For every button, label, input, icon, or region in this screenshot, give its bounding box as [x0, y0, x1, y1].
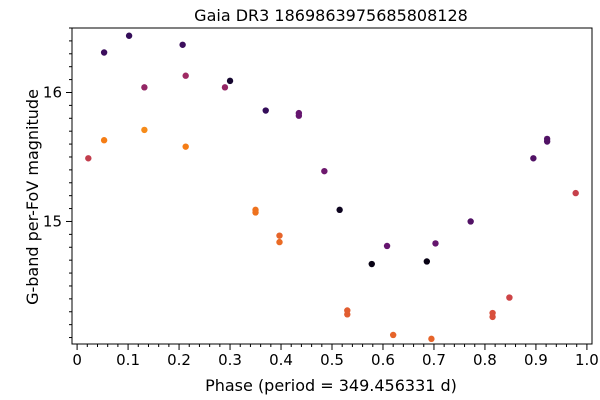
data-point: [530, 155, 537, 162]
chart-title: Gaia DR3 1869863975685808128: [194, 6, 468, 25]
x-tick-label: 0.4: [269, 351, 293, 369]
x-tick-label: 0.3: [218, 351, 242, 369]
data-point: [389, 331, 397, 339]
data-point: [572, 189, 579, 197]
x-tick-label: 1.0: [575, 351, 599, 369]
x-tick-label: 0: [72, 351, 82, 369]
data-point: [226, 77, 234, 85]
x-tick-label: 0.1: [116, 351, 140, 369]
y-tick-label: 15: [43, 212, 62, 230]
data-point: [221, 84, 229, 91]
data-point: [85, 155, 92, 162]
data-point: [179, 41, 186, 48]
y-tick-label: 16: [43, 83, 62, 101]
y-axis-label: G-band per-FoV magnitude: [23, 89, 42, 305]
data-point: [467, 218, 474, 225]
data-point: [489, 309, 496, 317]
data-point: [543, 135, 551, 143]
data-point: [336, 206, 343, 214]
data-point: [276, 238, 283, 246]
data-point: [344, 307, 351, 314]
x-tick-label: 0.7: [422, 351, 446, 369]
data-point: [423, 258, 431, 265]
data-point: [262, 107, 269, 114]
x-tick-label: 0.2: [167, 351, 191, 369]
plot-area: [71, 27, 593, 345]
x-tick-label: 0.9: [524, 351, 548, 369]
x-tick-label: 0.5: [320, 351, 344, 369]
data-point: [321, 167, 328, 175]
data-point: [506, 294, 513, 301]
data-point: [182, 143, 189, 150]
data-point: [182, 72, 189, 79]
data-point: [432, 240, 439, 247]
data-point: [295, 109, 303, 117]
data-point: [252, 206, 259, 214]
data-point: [100, 137, 108, 144]
x-tick-label: 0.8: [473, 351, 497, 369]
data-point: [141, 126, 148, 134]
x-tick-label: 0.6: [371, 351, 395, 369]
data-point: [383, 242, 391, 250]
data-point: [368, 260, 375, 268]
data-point: [125, 32, 133, 39]
data-point: [100, 49, 108, 56]
x-axis-label: Phase (period = 349.456331 d): [205, 376, 457, 395]
data-point: [428, 335, 435, 343]
data-point: [276, 232, 283, 239]
data-point: [141, 84, 148, 91]
